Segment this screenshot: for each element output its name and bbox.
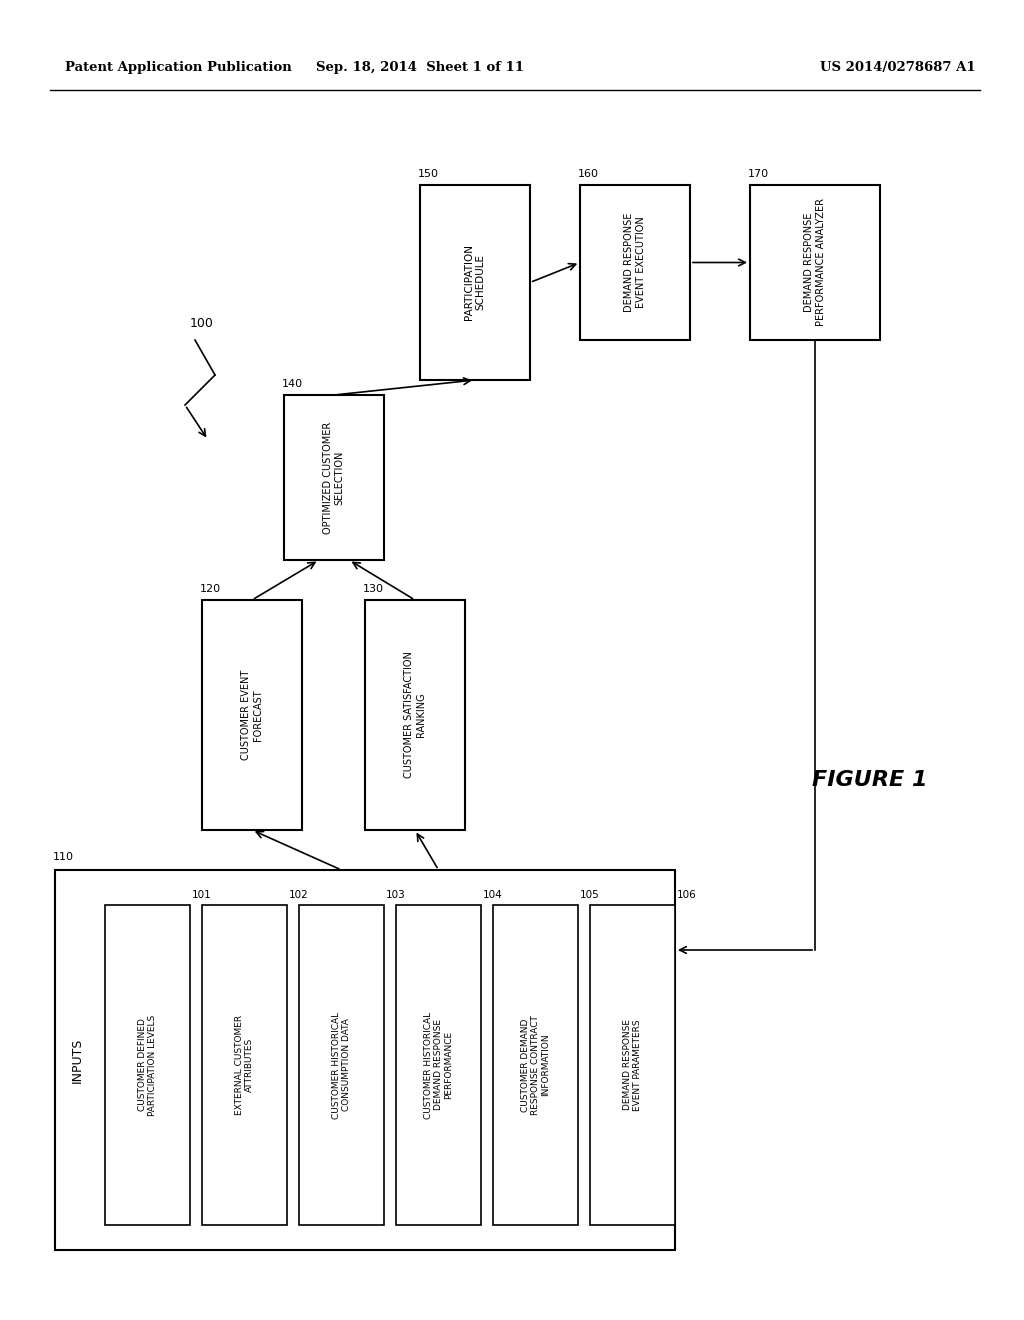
Bar bbox=[590, 906, 675, 1225]
Text: CUSTOMER EVENT
FORECAST: CUSTOMER EVENT FORECAST bbox=[242, 669, 263, 760]
Bar bbox=[55, 870, 675, 1250]
Text: 105: 105 bbox=[580, 890, 600, 900]
Text: 102: 102 bbox=[289, 890, 309, 900]
Text: 100: 100 bbox=[190, 317, 214, 330]
Bar bbox=[202, 906, 287, 1225]
Bar bbox=[365, 601, 465, 830]
Text: DEMAND RESPONSE
PERFORMANCE ANALYZER: DEMAND RESPONSE PERFORMANCE ANALYZER bbox=[804, 198, 825, 326]
Text: CUSTOMER SATISFACTION
RANKING: CUSTOMER SATISFACTION RANKING bbox=[404, 652, 426, 779]
Text: US 2014/0278687 A1: US 2014/0278687 A1 bbox=[820, 62, 976, 74]
Text: 120: 120 bbox=[200, 583, 221, 594]
Bar bbox=[493, 906, 578, 1225]
Text: 130: 130 bbox=[362, 583, 384, 594]
Text: DEMAND RESPONSE
EVENT EXECUTION: DEMAND RESPONSE EVENT EXECUTION bbox=[625, 213, 646, 313]
Text: 104: 104 bbox=[483, 890, 503, 900]
Text: 160: 160 bbox=[578, 169, 599, 180]
Bar bbox=[396, 906, 481, 1225]
Text: Patent Application Publication: Patent Application Publication bbox=[65, 62, 292, 74]
Bar bbox=[202, 601, 302, 830]
Bar bbox=[105, 906, 190, 1225]
Bar bbox=[299, 906, 384, 1225]
Text: 150: 150 bbox=[418, 169, 439, 180]
Text: FIGURE 1: FIGURE 1 bbox=[812, 770, 928, 789]
Text: PARTICIPATION
SCHEDULE: PARTICIPATION SCHEDULE bbox=[464, 244, 485, 321]
Text: CUSTOMER HISTORICAL
DEMAND RESPONSE
PERFORMANCE: CUSTOMER HISTORICAL DEMAND RESPONSE PERF… bbox=[424, 1011, 454, 1118]
Bar bbox=[284, 395, 384, 560]
Bar bbox=[580, 185, 690, 341]
Text: 110: 110 bbox=[53, 851, 74, 862]
Text: 106: 106 bbox=[677, 890, 696, 900]
Text: EXTERNAL CUSTOMER
ATTRIBUTES: EXTERNAL CUSTOMER ATTRIBUTES bbox=[234, 1015, 254, 1115]
Text: CUSTOMER DEMAND
RESPONSE CONTRACT
INFORMATION: CUSTOMER DEMAND RESPONSE CONTRACT INFORM… bbox=[520, 1015, 551, 1115]
Text: Sep. 18, 2014  Sheet 1 of 11: Sep. 18, 2014 Sheet 1 of 11 bbox=[316, 62, 524, 74]
Text: 170: 170 bbox=[748, 169, 769, 180]
Text: 103: 103 bbox=[386, 890, 406, 900]
Text: INPUTS: INPUTS bbox=[71, 1038, 84, 1082]
Bar bbox=[750, 185, 880, 341]
Text: 101: 101 bbox=[193, 890, 212, 900]
Text: CUSTOMER DEFINED
PARTICIPATION LEVELS: CUSTOMER DEFINED PARTICIPATION LEVELS bbox=[138, 1014, 158, 1115]
Text: DEMAND RESPONSE
EVENT PARAMETERS: DEMAND RESPONSE EVENT PARAMETERS bbox=[623, 1019, 642, 1111]
Text: CUSTOMER HISTORICAL
CONSUMPTION DATA: CUSTOMER HISTORICAL CONSUMPTION DATA bbox=[332, 1011, 351, 1118]
Text: 140: 140 bbox=[282, 379, 303, 389]
Bar bbox=[420, 185, 530, 380]
Text: OPTIMIZED CUSTOMER
SELECTION: OPTIMIZED CUSTOMER SELECTION bbox=[324, 421, 345, 533]
